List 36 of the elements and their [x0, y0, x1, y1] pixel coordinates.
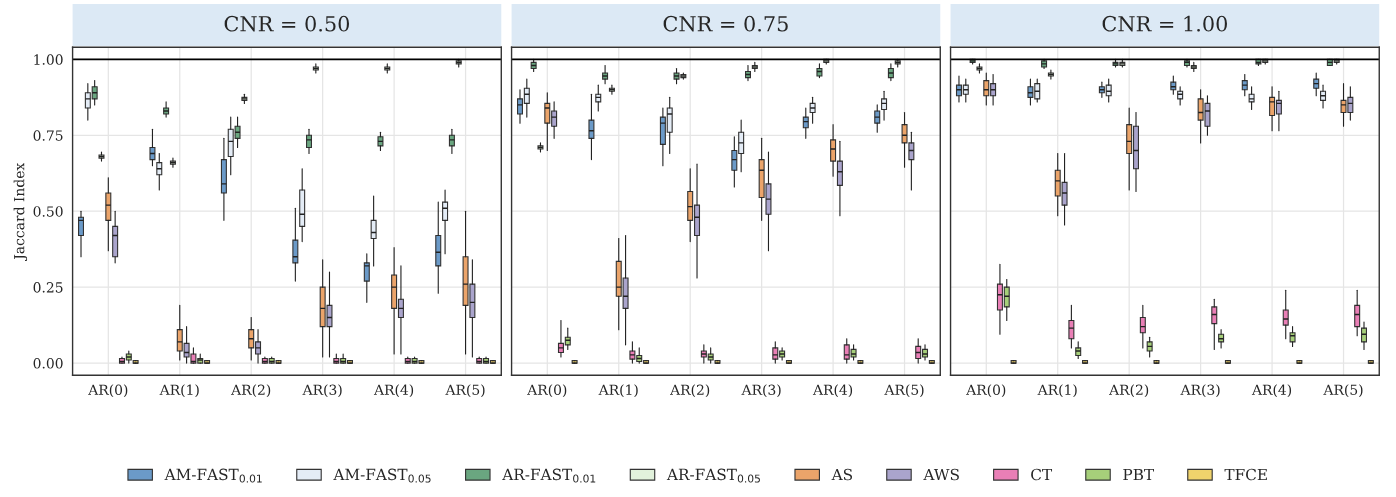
x-tick-label: AR(4)	[1251, 384, 1292, 397]
chart-title: CNR = 1.00	[1102, 15, 1227, 32]
y-axis-title: Jaccard Index	[13, 162, 28, 261]
legend-label: AM-FAST$_{0.05}$	[333, 468, 431, 483]
x-tick-label: AR(3)	[302, 384, 342, 397]
x-tick-label: AR(3)	[1180, 384, 1220, 397]
x-tick-label: AR(5)	[1323, 384, 1363, 397]
x-tick-label: AR(2)	[670, 384, 710, 397]
legend-label: AWS	[923, 468, 959, 481]
x-tick-label: AR(4)	[812, 384, 853, 397]
x-tick-label: AR(5)	[445, 384, 485, 397]
legend-label: AM-FAST$_{0.01}$	[164, 468, 262, 483]
x-tick-label: AR(2)	[231, 384, 271, 397]
x-tick-label: AR(1)	[1037, 384, 1077, 397]
x-tick-label: AR(4)	[373, 384, 414, 397]
legend-label: AR-FAST$_{0.01}$	[502, 468, 596, 483]
y-tick-label: 0.00	[33, 358, 63, 369]
legend-label: AS	[831, 468, 853, 481]
x-tick-label: AR(0)	[527, 384, 567, 397]
x-tick-label: AR(1)	[598, 384, 638, 397]
y-tick-label: 0.75	[33, 130, 63, 141]
chart-title: CNR = 0.75	[663, 15, 788, 32]
y-tick-label: 0.25	[33, 282, 63, 293]
legend-label: TFCE	[1224, 468, 1267, 481]
x-tick-label: AR(3)	[741, 384, 781, 397]
legend-label: PBT	[1123, 468, 1154, 481]
y-tick-label: 0.50	[33, 206, 63, 217]
x-tick-label: AR(0)	[966, 384, 1006, 397]
x-tick-label: AR(1)	[159, 384, 199, 397]
chart-title: CNR = 0.50	[224, 15, 350, 32]
x-tick-label: AR(2)	[1109, 384, 1149, 397]
x-tick-label: AR(5)	[884, 384, 924, 397]
legend-label: CT	[1031, 468, 1053, 481]
y-tick-label: 1.00	[34, 54, 63, 65]
legend-label: AR-FAST$_{0.05}$	[666, 468, 760, 483]
x-tick-label: AR(0)	[88, 384, 128, 397]
